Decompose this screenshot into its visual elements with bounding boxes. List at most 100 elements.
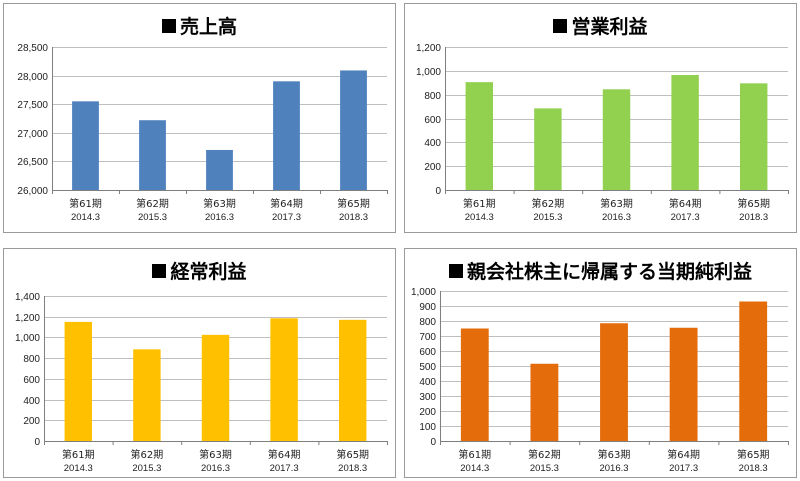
x-tick-label: 第64期: [270, 197, 303, 210]
square-bullet-icon: [553, 19, 568, 33]
bar: [206, 149, 233, 190]
x-tick-sublabel: 2017.3: [669, 463, 698, 474]
x-tick-label: 第61期: [463, 197, 496, 210]
y-tick-label: 800: [424, 91, 441, 102]
bar: [201, 334, 230, 441]
bar: [139, 120, 166, 190]
x-tick-label: 第63期: [199, 448, 232, 461]
x-tick-sublabel: 2015.3: [138, 212, 167, 223]
y-tick-label: 1,200: [15, 313, 40, 324]
y-tick-label: 27,000: [17, 129, 48, 140]
bar: [338, 319, 367, 441]
x-tick-sublabel: 2017.3: [270, 463, 299, 474]
x-tick-sublabel: 2017.3: [272, 212, 301, 223]
y-tick-label: 1,400: [15, 292, 40, 303]
bar: [739, 83, 768, 190]
x-tick-label: 第62期: [131, 448, 164, 461]
x-tick-sublabel: 2014.3: [71, 212, 100, 223]
y-tick-label: 28,500: [17, 43, 48, 54]
y-tick-label: 0: [34, 437, 40, 448]
x-tick-label: 第65期: [336, 448, 369, 461]
x-tick-sublabel: 2014.3: [465, 212, 494, 223]
y-tick-label: 1,000: [411, 287, 436, 298]
y-tick-label: 26,500: [17, 157, 48, 168]
y-tick-label: 200: [424, 162, 441, 173]
y-tick-label: 400: [23, 396, 40, 407]
bar: [64, 321, 93, 441]
chart-title: 営業利益: [405, 12, 796, 39]
bar: [600, 323, 628, 441]
x-tick-sublabel: 2016.3: [599, 463, 628, 474]
x-tick-label: 第62期: [528, 448, 561, 461]
chart-panel-sales: 売上高 26,000 26,500 27,000 27,500 28,000 28,500…: [3, 3, 396, 233]
square-bullet-icon: [161, 19, 176, 33]
x-tick-label: 第62期: [532, 197, 565, 210]
y-tick-label: 600: [419, 347, 436, 358]
y-tick-label: 100: [419, 422, 436, 433]
chart-title: 売上高: [4, 12, 395, 39]
bar: [739, 301, 768, 441]
x-tick-sublabel: 2018.3: [739, 212, 768, 223]
x-tick-sublabel: 2018.3: [338, 463, 367, 474]
y-tick-label: 26,000: [17, 186, 48, 197]
x-tick-sublabel: 2015.3: [533, 212, 562, 223]
y-tick-label: 1,000: [416, 67, 441, 78]
chart-plot: 26,000 26,500 27,000 27,500 28,000 28,500 第61期…: [17, 43, 388, 223]
x-tick-label: 第61期: [458, 448, 491, 461]
x-tick-sublabel: 2018.3: [739, 463, 768, 474]
x-tick-label: 第61期: [62, 448, 95, 461]
chart-plot: 0 200 400 600 800 1,000 1,200 1,400 第61期 2014.3 第6…: [15, 292, 388, 474]
bar: [671, 75, 699, 190]
x-tick-label: 第61期: [69, 197, 102, 210]
bar: [534, 108, 562, 190]
bar: [530, 363, 559, 441]
bar: [460, 328, 489, 441]
bar: [133, 349, 161, 441]
chart-plot: 0 100 200 300 400 500 600 700 800 900 1,000 第61期 201…: [411, 287, 789, 474]
x-tick-label: 第62期: [136, 197, 169, 210]
x-tick-label: 第65期: [737, 197, 770, 210]
square-bullet-icon: [448, 264, 463, 278]
y-tick-label: 400: [419, 377, 436, 388]
y-tick-label: 0: [435, 186, 441, 197]
square-bullet-icon: [152, 264, 167, 278]
chart-panel-net-income: 親会社株主に帰属する当期純利益 0 100 200 300 400 500 600 700 80…: [404, 248, 797, 478]
chart-panel-ordinary-profit: 経常利益 0 200 400 600 800 1,000 1,200 1,400 第61期 201…: [3, 248, 396, 478]
y-tick-label: 300: [419, 392, 436, 403]
x-tick-sublabel: 2018.3: [339, 212, 368, 223]
x-tick-label: 第65期: [337, 197, 370, 210]
bar: [270, 318, 298, 441]
x-tick-label: 第63期: [600, 197, 633, 210]
chart-panel-operating-profit: 営業利益 0 200 400 600 800 1,000 1,200 第61期 2014.3 第6…: [404, 3, 797, 233]
x-tick-sublabel: 2015.3: [530, 463, 559, 474]
y-tick-label: 400: [424, 138, 441, 149]
x-tick-sublabel: 2016.3: [602, 212, 631, 223]
x-tick-label: 第64期: [669, 197, 702, 210]
y-tick-label: 800: [23, 354, 40, 365]
x-tick-label: 第63期: [598, 448, 631, 461]
bar: [602, 89, 631, 190]
x-tick-sublabel: 2015.3: [132, 463, 161, 474]
x-tick-label: 第65期: [737, 448, 770, 461]
y-tick-label: 1,200: [416, 43, 441, 54]
y-tick-label: 28,000: [17, 72, 48, 83]
y-tick-label: 200: [23, 416, 40, 427]
y-tick-label: 800: [419, 317, 436, 328]
y-tick-label: 700: [419, 332, 436, 343]
bar: [465, 82, 494, 190]
chart-plot: 0 200 400 600 800 1,000 1,200 第61期 2014.3 第62期 201…: [416, 43, 789, 223]
y-tick-label: 27,500: [17, 100, 48, 111]
x-tick-sublabel: 2016.3: [205, 212, 234, 223]
bar: [72, 101, 99, 190]
bar: [273, 81, 300, 190]
y-tick-label: 200: [419, 407, 436, 418]
y-tick-label: 600: [23, 375, 40, 386]
bar: [669, 327, 698, 441]
y-tick-label: 600: [424, 115, 441, 126]
x-tick-sublabel: 2014.3: [64, 463, 93, 474]
x-tick-label: 第64期: [268, 448, 301, 461]
x-tick-label: 第63期: [203, 197, 236, 210]
x-tick-sublabel: 2014.3: [460, 463, 489, 474]
y-tick-label: 500: [419, 362, 436, 373]
x-tick-sublabel: 2017.3: [671, 212, 700, 223]
